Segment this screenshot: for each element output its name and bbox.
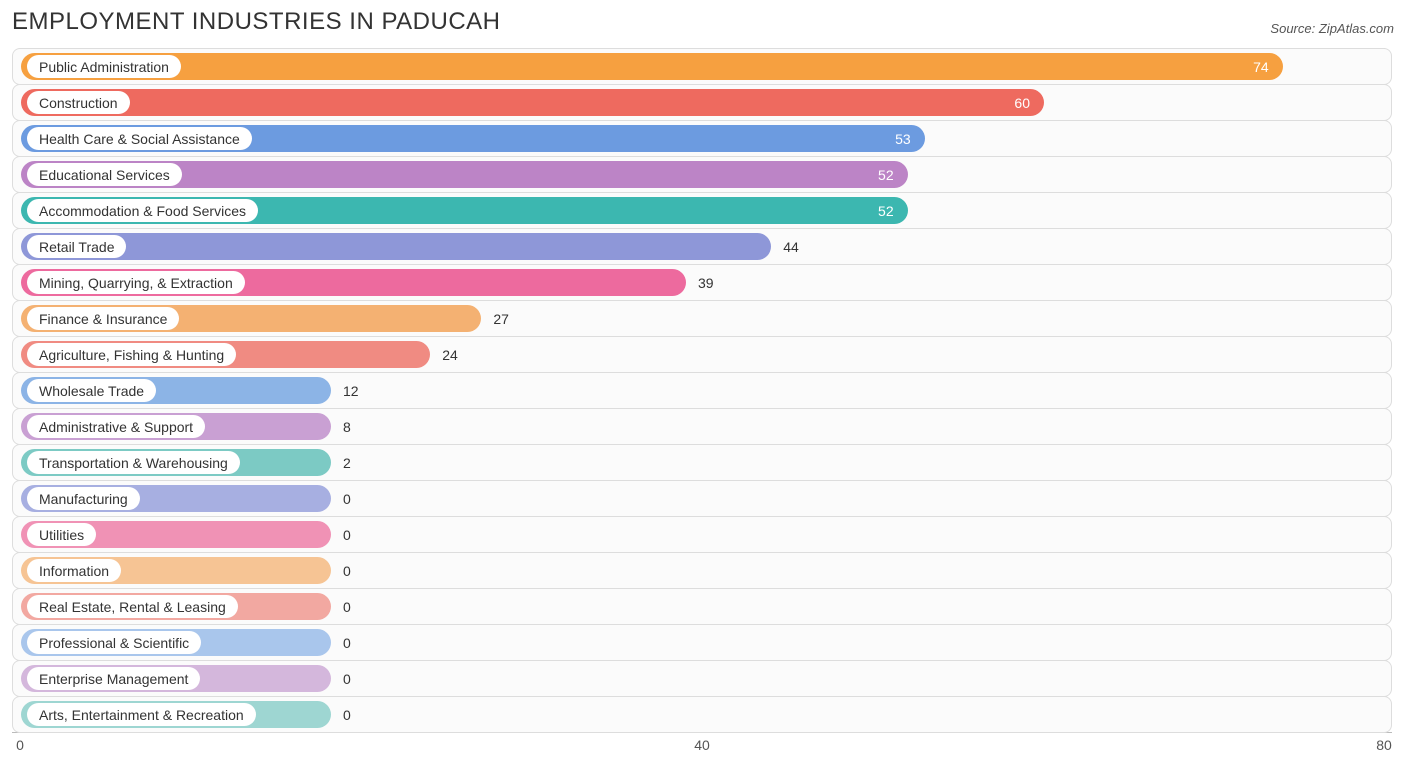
bar-value-label: 39 <box>698 269 714 296</box>
chart-row: Health Care & Social Assistance 53 <box>12 120 1392 157</box>
bar-value-label: 0 <box>343 701 351 728</box>
bar-value-label: 52 <box>878 197 894 224</box>
chart-row: Accommodation & Food Services 52 <box>12 192 1392 229</box>
bar-category-label: Public Administration <box>27 55 181 78</box>
bar-category-label: Finance & Insurance <box>27 307 179 330</box>
chart-row: Transportation & Warehousing 2 <box>12 444 1392 481</box>
chart-row: Utilities 0 <box>12 516 1392 553</box>
bar-value-label: 52 <box>878 161 894 188</box>
bar <box>21 53 1283 80</box>
chart-title: EMPLOYMENT INDUSTRIES IN PADUCAH <box>12 8 501 36</box>
chart-plot-area: Public Administration 74 Construction 60 Hea… <box>12 48 1392 733</box>
bar-category-label: Enterprise Management <box>27 667 200 690</box>
source-label: Source: <box>1270 21 1315 36</box>
chart-row: Retail Trade 44 <box>12 228 1392 265</box>
bar-category-label: Construction <box>27 91 130 114</box>
source-name: ZipAtlas.com <box>1319 21 1394 36</box>
bar-category-label: Educational Services <box>27 163 182 186</box>
bar-value-label: 27 <box>493 305 509 332</box>
x-axis: 0 40 80 <box>12 733 1392 757</box>
chart-row: Real Estate, Rental & Leasing 0 <box>12 588 1392 625</box>
chart-row: Enterprise Management 0 <box>12 660 1392 697</box>
bar-value-label: 0 <box>343 629 351 656</box>
bar-category-label: Health Care & Social Assistance <box>27 127 252 150</box>
bar-value-label: 74 <box>1253 53 1269 80</box>
bar-category-label: Retail Trade <box>27 235 126 258</box>
bar-category-label: Wholesale Trade <box>27 379 156 402</box>
chart-row: Public Administration 74 <box>12 48 1392 85</box>
bar-value-label: 44 <box>783 233 799 260</box>
chart-row: Professional & Scientific 0 <box>12 624 1392 661</box>
chart-row: Construction 60 <box>12 84 1392 121</box>
x-axis-tick: 80 <box>1376 737 1392 753</box>
bar-category-label: Accommodation & Food Services <box>27 199 258 222</box>
chart-container: Public Administration 74 Construction 60 Hea… <box>12 48 1392 757</box>
x-axis-tick: 0 <box>16 737 24 753</box>
bar-value-label: 0 <box>343 557 351 584</box>
chart-source: Source: ZipAtlas.com <box>1270 21 1394 36</box>
bar-value-label: 8 <box>343 413 351 440</box>
chart-row: Educational Services 52 <box>12 156 1392 193</box>
bar-value-label: 0 <box>343 593 351 620</box>
bar-value-label: 2 <box>343 449 351 476</box>
chart-row: Mining, Quarrying, & Extraction 39 <box>12 264 1392 301</box>
bar-value-label: 0 <box>343 665 351 692</box>
bar-category-label: Information <box>27 559 121 582</box>
chart-row: Manufacturing 0 <box>12 480 1392 517</box>
bar-category-label: Real Estate, Rental & Leasing <box>27 595 238 618</box>
bar-category-label: Administrative & Support <box>27 415 205 438</box>
bar-category-label: Arts, Entertainment & Recreation <box>27 703 256 726</box>
chart-header: EMPLOYMENT INDUSTRIES IN PADUCAH Source:… <box>12 8 1394 36</box>
bar <box>21 89 1044 116</box>
chart-row: Wholesale Trade 12 <box>12 372 1392 409</box>
bar-category-label: Professional & Scientific <box>27 631 201 654</box>
bar-category-label: Manufacturing <box>27 487 140 510</box>
bar-category-label: Utilities <box>27 523 96 546</box>
bar-value-label: 53 <box>895 125 911 152</box>
chart-row: Agriculture, Fishing & Hunting 24 <box>12 336 1392 373</box>
bar-category-label: Mining, Quarrying, & Extraction <box>27 271 245 294</box>
bar-value-label: 12 <box>343 377 359 404</box>
chart-row: Arts, Entertainment & Recreation 0 <box>12 696 1392 733</box>
bar-value-label: 60 <box>1014 89 1030 116</box>
x-axis-tick: 40 <box>694 737 710 753</box>
bar-category-label: Agriculture, Fishing & Hunting <box>27 343 236 366</box>
bar-value-label: 0 <box>343 521 351 548</box>
bar-value-label: 24 <box>442 341 458 368</box>
chart-row: Administrative & Support 8 <box>12 408 1392 445</box>
bar-value-label: 0 <box>343 485 351 512</box>
chart-row: Finance & Insurance 27 <box>12 300 1392 337</box>
bar <box>21 233 771 260</box>
chart-row: Information 0 <box>12 552 1392 589</box>
bar-category-label: Transportation & Warehousing <box>27 451 240 474</box>
